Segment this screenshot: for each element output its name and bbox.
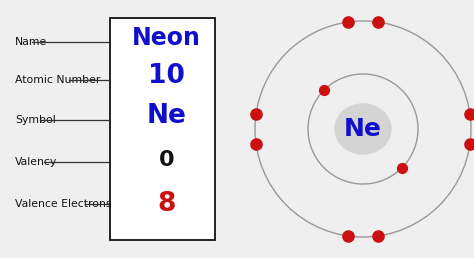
Text: Name: Name <box>15 37 47 47</box>
FancyBboxPatch shape <box>110 18 215 240</box>
Point <box>466 142 474 146</box>
Text: 0: 0 <box>159 150 174 170</box>
Text: Symbol: Symbol <box>15 115 56 125</box>
Point <box>252 112 260 116</box>
Point <box>344 234 352 238</box>
Text: 8: 8 <box>157 191 176 217</box>
Point <box>398 166 406 170</box>
Point <box>320 88 328 92</box>
Text: Valency: Valency <box>15 157 57 167</box>
Text: Ne: Ne <box>146 103 186 129</box>
Point <box>374 234 382 238</box>
Text: Valence Electrons: Valence Electrons <box>15 199 111 209</box>
Ellipse shape <box>335 104 391 154</box>
Text: Atomic Number: Atomic Number <box>15 75 100 85</box>
Text: Ne: Ne <box>344 117 382 141</box>
Text: 10: 10 <box>148 63 185 89</box>
Point <box>252 142 260 146</box>
Point <box>466 112 474 116</box>
Text: Neon: Neon <box>132 26 201 50</box>
Point <box>344 20 352 24</box>
Point <box>374 20 382 24</box>
